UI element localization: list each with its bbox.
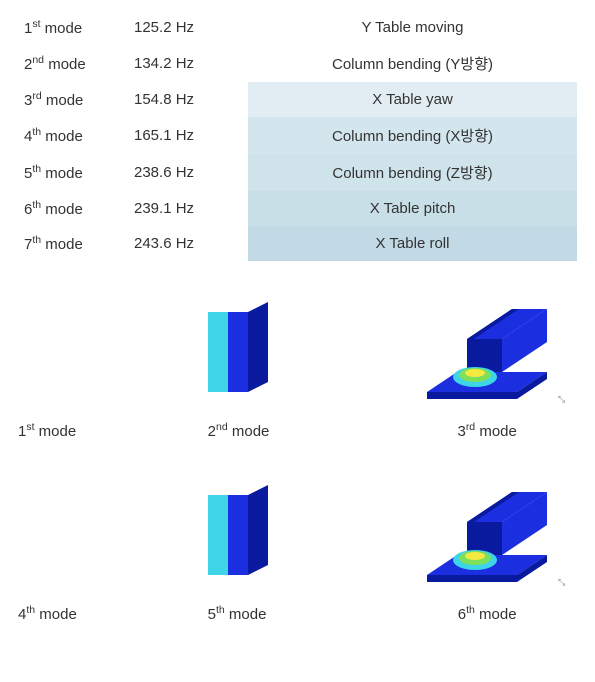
mode-frequency: 154.8 Hz — [128, 82, 248, 117]
mode-description: Column bending (Y방향) — [248, 45, 577, 82]
figure-cell: 2nd mode — [208, 297, 388, 440]
figure-caption: 4th mode — [18, 604, 77, 623]
modes-table: 1st mode125.2 HzY Table moving2nd mode13… — [18, 10, 577, 261]
figure-cell: 5th mode — [208, 480, 388, 623]
table-row: 6th mode239.1 HzX Table pitch — [18, 191, 577, 226]
mode-shape-partial — [208, 480, 368, 590]
mode-shape-image — [208, 480, 368, 590]
figure-cell: 4th mode — [18, 480, 198, 623]
mode-shape-image — [18, 480, 178, 590]
mode-frequency: 243.6 Hz — [128, 226, 248, 261]
figure-row-1: 1st mode 2nd mode ⤡ 3rd mode — [18, 297, 577, 440]
mode-shape-partial — [208, 297, 368, 407]
figure-row-2: 4th mode 5th mode ⤡ 6th mode — [18, 480, 577, 623]
mode-shape-image — [18, 297, 178, 407]
table-row: 2nd mode134.2 HzColumn bending (Y방향) — [18, 45, 577, 82]
mode-label: 1st mode — [18, 10, 128, 45]
mode-description: X Table roll — [248, 226, 577, 261]
mode-frequency: 238.6 Hz — [128, 154, 248, 191]
table-row: 1st mode125.2 HzY Table moving — [18, 10, 577, 45]
mode-label: 7th mode — [18, 226, 128, 261]
figure-caption: 2nd mode — [208, 421, 270, 440]
mode-shape-image: ⤡ — [407, 480, 567, 590]
table-row: 4th mode165.1 HzColumn bending (X방향) — [18, 117, 577, 154]
mode-frequency: 165.1 Hz — [128, 117, 248, 154]
mode-label: 2nd mode — [18, 45, 128, 82]
mode-description: X Table pitch — [248, 191, 577, 226]
mode-shape-image — [208, 297, 368, 407]
figure-caption: 3rd mode — [457, 421, 516, 440]
mode-description: Column bending (Z방향) — [248, 154, 577, 191]
table-row: 5th mode238.6 HzColumn bending (Z방향) — [18, 154, 577, 191]
mode-shape-image: ⤡ — [407, 297, 567, 407]
figure-cell: ⤡ 3rd mode — [397, 297, 577, 440]
mode-label: 5th mode — [18, 154, 128, 191]
mode-label: 6th mode — [18, 191, 128, 226]
mode-frequency: 134.2 Hz — [128, 45, 248, 82]
figure-caption: 1st mode — [18, 421, 76, 440]
figure-cell: ⤡ 6th mode — [397, 480, 577, 623]
mode-description: Y Table moving — [248, 10, 577, 45]
mode-label: 4th mode — [18, 117, 128, 154]
figure-caption: 5th mode — [208, 604, 267, 623]
mode-shape-full — [407, 297, 567, 407]
table-row: 7th mode243.6 HzX Table roll — [18, 226, 577, 261]
mode-shape-full — [407, 480, 567, 590]
figure-cell: 1st mode — [18, 297, 198, 440]
figure-caption: 6th mode — [458, 604, 517, 623]
mode-label: 3rd mode — [18, 82, 128, 117]
mode-frequency: 239.1 Hz — [128, 191, 248, 226]
mode-description: Column bending (X방향) — [248, 117, 577, 154]
table-row: 3rd mode154.8 HzX Table yaw — [18, 82, 577, 117]
mode-description: X Table yaw — [248, 82, 577, 117]
mode-frequency: 125.2 Hz — [128, 10, 248, 45]
